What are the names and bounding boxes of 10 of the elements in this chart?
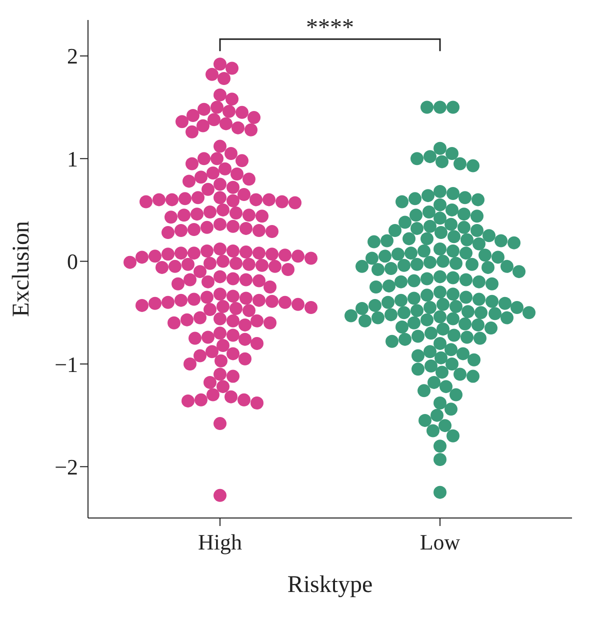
annotation: **** [306, 15, 354, 42]
y-tick-label: 2 [67, 44, 78, 69]
y-tick-label: 0 [67, 249, 78, 274]
x-axis-title: Risktype [287, 572, 373, 598]
x-tick-label: High [198, 530, 242, 555]
x-tick-label: Low [420, 530, 460, 555]
y-tick-label: −1 [54, 352, 78, 377]
y-axis-title: Exclusion [8, 221, 35, 317]
y-tick-label: 1 [67, 146, 78, 172]
y-tick-label: −2 [54, 454, 78, 480]
